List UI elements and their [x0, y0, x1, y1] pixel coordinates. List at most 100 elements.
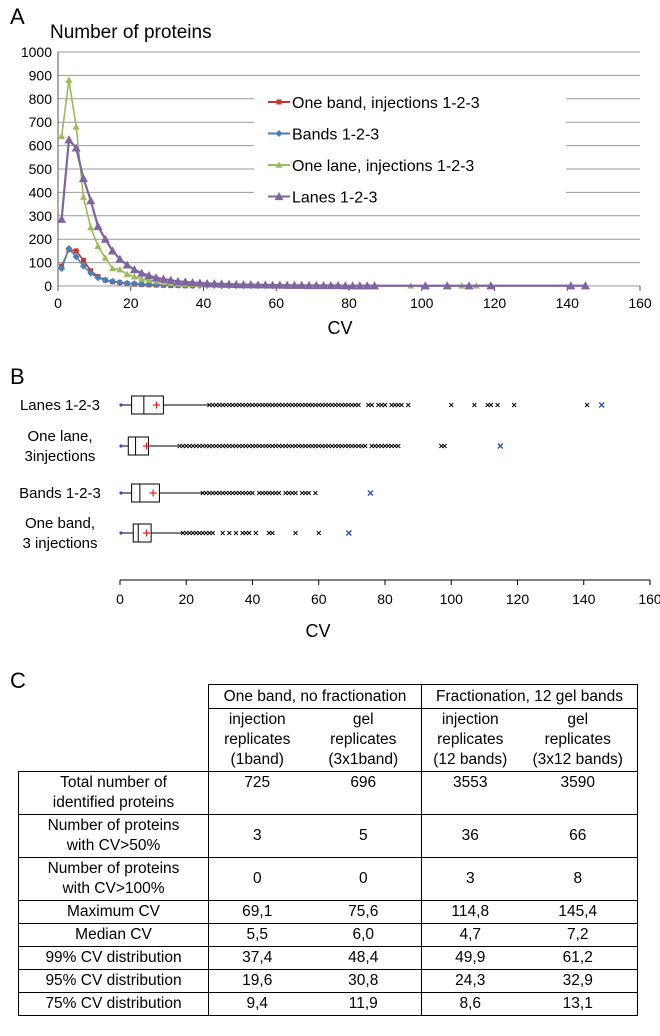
x-tick-label: 80: [377, 591, 393, 607]
outlier-point: [213, 402, 219, 408]
series-one-lane-point: [116, 266, 124, 273]
outlier-point: [200, 530, 206, 536]
outlier-point: [293, 443, 298, 449]
min-marker: [119, 531, 123, 535]
outlier-point: [210, 530, 216, 536]
outlier-point: [230, 402, 235, 408]
series-lanes-point: [340, 281, 350, 290]
outlier-point: [379, 402, 385, 408]
outlier-point: [276, 443, 282, 449]
outlier-point: [203, 443, 209, 449]
cv-summary-table: One band, no fractionation Fractionation…: [18, 684, 638, 1016]
table-cell: 11,9: [305, 992, 422, 1016]
series-lanes-point: [180, 277, 190, 286]
row-label: with CV>100%: [62, 880, 165, 897]
outlier-point: [399, 402, 404, 408]
table-cell: 696: [305, 771, 422, 815]
table-cell: 48,4: [305, 946, 422, 970]
outlier-point: [382, 443, 388, 449]
outlier-point: [303, 443, 308, 449]
outlier-point: [183, 530, 189, 536]
x-tick-label: 120: [506, 591, 530, 607]
outlier-point: [289, 402, 295, 408]
y-tick-label: 0: [44, 278, 52, 294]
outlier-point: [332, 443, 338, 449]
outlier-point: [256, 443, 262, 449]
outlier-point: [240, 443, 245, 449]
min-marker: [119, 444, 123, 448]
series-bands-point: [58, 264, 66, 272]
series-lanes-point: [122, 260, 132, 269]
y-tick-label: 1000: [21, 44, 52, 60]
outlier-point: [236, 490, 242, 496]
outlier-point: [329, 402, 335, 408]
outlier-point: [323, 402, 328, 408]
table-cell: 725: [208, 771, 306, 815]
mean-marker: [143, 442, 150, 450]
x-tick-label: 140: [572, 591, 596, 607]
outlier-point: [243, 530, 249, 536]
outlier-point: [313, 402, 318, 408]
series-lanes: [57, 135, 590, 290]
outlier-point: [260, 490, 265, 496]
outlier-point: [270, 402, 275, 408]
outlier-point: [323, 443, 328, 449]
row-label: 3injections: [25, 448, 96, 465]
outlier-point: [389, 443, 394, 449]
row-label: One band,: [25, 515, 95, 532]
outlier-point: [230, 443, 235, 449]
outlier-point: [180, 443, 186, 449]
series-lanes-point: [311, 281, 321, 290]
table-cell: 4,7: [421, 923, 519, 947]
outlier-point: [306, 443, 312, 449]
y-tick-label: 100: [29, 255, 53, 271]
outlier-point: [279, 402, 285, 408]
outlier-point: [250, 443, 255, 449]
series-lanes-point: [319, 281, 329, 290]
row-label: Bands 1-2-3: [19, 485, 101, 502]
outlier-point: [223, 402, 229, 408]
outlier-point: [349, 443, 355, 449]
series-lanes-point: [253, 280, 263, 289]
outlier-point: [286, 443, 292, 449]
series-bands-point: [130, 280, 138, 288]
series-lanes-point: [129, 265, 139, 274]
row-label: 75% CV distribution: [18, 992, 209, 1016]
outlier-point: [389, 402, 394, 408]
series-lanes-point: [57, 214, 67, 223]
outlier-point: [236, 443, 242, 449]
table-cell: 7,2: [518, 923, 638, 947]
outlier-point: [495, 402, 500, 408]
series-bands-point: [116, 278, 124, 286]
outlier-point: [233, 402, 239, 408]
table-cell: 5,5: [208, 923, 306, 947]
outlier-point: [306, 490, 312, 496]
series-one-lane-point: [101, 254, 109, 261]
max-marker: [367, 490, 374, 496]
outlier-point: [270, 490, 275, 496]
outlier-point: [299, 490, 305, 496]
outlier-point: [296, 443, 302, 449]
max-marker: [598, 402, 605, 408]
series-lanes-point: [64, 135, 74, 144]
table-row: 95% CV distribution 19,6 30,8 24,3 32,9: [18, 969, 638, 993]
outlier-point: [243, 402, 249, 408]
max-marker: [497, 443, 504, 449]
series-one-band-point: [80, 257, 86, 263]
outlier-point: [213, 490, 219, 496]
table-cell: 114,8: [421, 900, 519, 924]
outlier-point: [299, 402, 305, 408]
series-lanes-point: [137, 268, 147, 277]
y-tick-label: 700: [29, 114, 53, 130]
outlier-point: [289, 443, 295, 449]
outlier-point: [286, 490, 292, 496]
outlier-point: [246, 443, 252, 449]
series-lanes-point: [420, 281, 430, 290]
series-bands-point: [65, 245, 73, 253]
x-tick-label: 40: [196, 295, 212, 311]
outlier-point: [250, 402, 255, 408]
outlier-point: [342, 402, 348, 408]
series-bands-point: [101, 276, 109, 284]
outlier-point: [190, 443, 196, 449]
table-cell: 66: [518, 814, 638, 858]
